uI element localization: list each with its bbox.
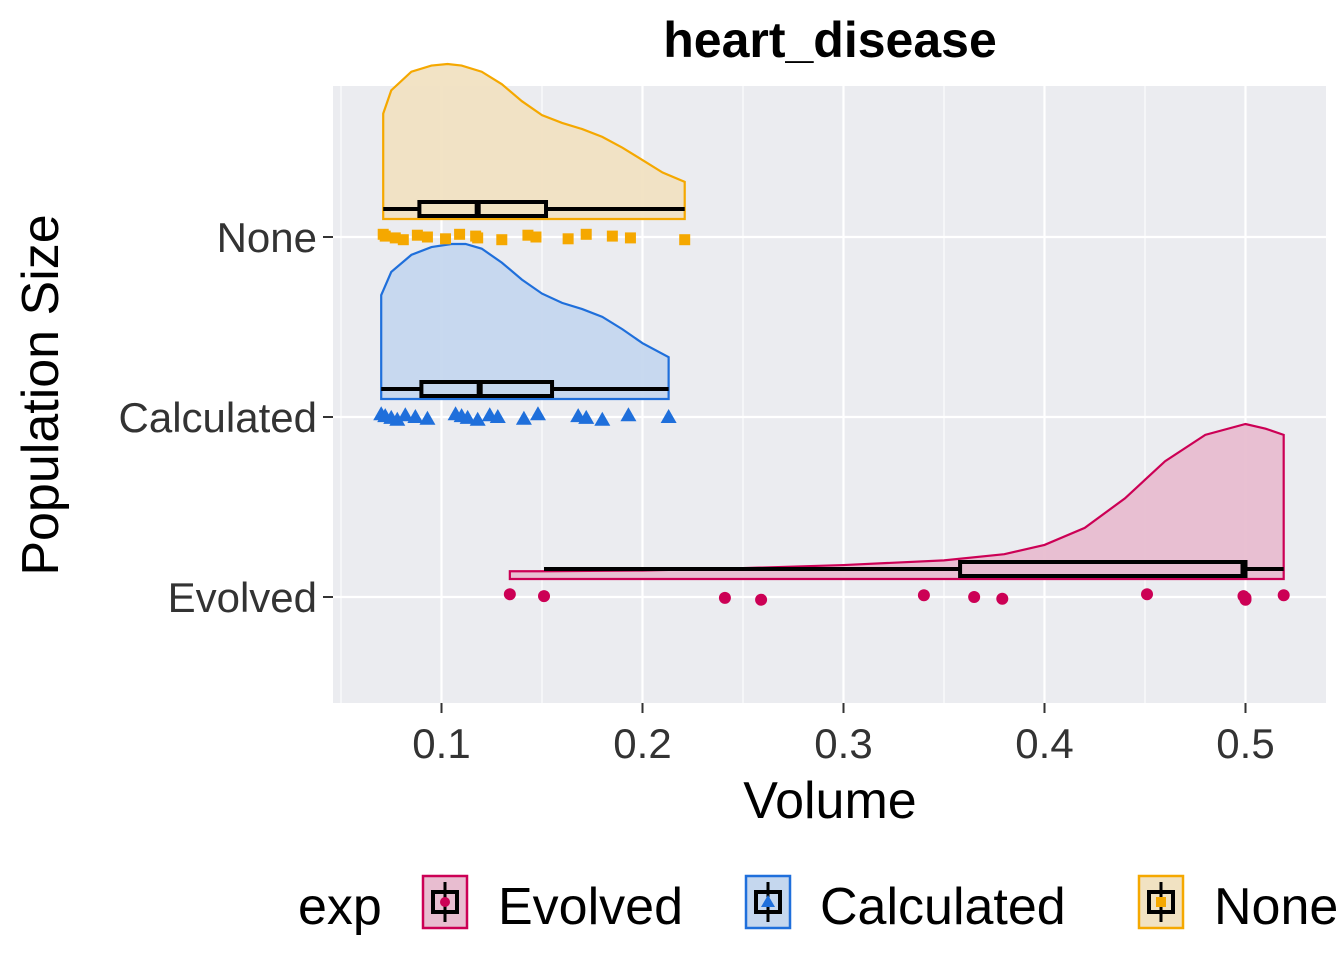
point-none <box>679 234 691 246</box>
raw-points <box>373 228 1290 606</box>
point-calculated <box>407 409 424 423</box>
legend-label-calculated: Calculated <box>820 878 1066 936</box>
legend-key-box <box>754 890 782 914</box>
chart-title: heart_disease <box>663 12 997 68</box>
legend-key-marker <box>1156 897 1166 907</box>
point-calculated <box>578 409 595 424</box>
point-evolved <box>968 591 981 603</box>
point-calculated <box>529 406 546 421</box>
point-evolved <box>1277 589 1290 602</box>
box-none <box>417 200 549 218</box>
point-calculated <box>660 409 677 423</box>
legend-key-marker <box>440 897 450 907</box>
legend-key-box <box>1147 890 1175 914</box>
point-none <box>397 234 409 246</box>
point-none <box>530 231 542 243</box>
point-none <box>562 233 574 245</box>
point-calculated <box>397 407 414 422</box>
point-evolved <box>538 590 551 603</box>
point-evolved <box>996 592 1009 605</box>
point-calculated <box>469 411 486 426</box>
point-evolved <box>718 591 731 604</box>
point-none <box>454 228 466 240</box>
point-none <box>624 232 636 244</box>
point-calculated <box>489 409 506 423</box>
y-tick-label: Evolved <box>168 574 317 621</box>
point-none <box>522 229 534 241</box>
point-evolved <box>917 589 930 602</box>
point-none <box>580 228 592 240</box>
y-tick-label: None <box>217 214 317 261</box>
point-none <box>496 234 508 246</box>
point-none <box>389 232 401 244</box>
x-tick-label: 0.1 <box>412 720 470 767</box>
boxplots <box>381 200 1284 578</box>
legend-title: exp <box>298 878 382 936</box>
point-none <box>606 230 618 242</box>
density-calculated <box>380 242 670 401</box>
point-calculated <box>459 409 476 424</box>
x-tick-label: 0.4 <box>1015 720 1073 767</box>
point-none <box>379 230 391 242</box>
point-none <box>472 232 484 244</box>
legend-key-box <box>431 890 459 914</box>
y-tick-label: Calculated <box>119 394 317 441</box>
legend: exp Evolved Calculated None <box>298 874 1338 936</box>
legend-key-marker <box>761 895 775 907</box>
point-calculated <box>620 407 637 422</box>
legend-label-evolved: Evolved <box>498 878 683 936</box>
point-evolved <box>1141 588 1154 601</box>
point-evolved <box>503 588 516 601</box>
x-tick-label: 0.3 <box>814 720 872 767</box>
point-evolved <box>755 593 768 606</box>
point-none <box>421 231 433 243</box>
x-tick-label: 0.2 <box>613 720 671 767</box>
point-calculated <box>515 410 532 425</box>
point-none <box>440 233 452 245</box>
point-calculated <box>594 411 611 426</box>
density-none <box>382 62 686 221</box>
x-axis-title: Volume <box>743 772 916 830</box>
x-tick-label: 0.5 <box>1216 720 1274 767</box>
point-none <box>411 229 423 241</box>
axes: Evolved Calculated None 0.1 0.2 0.3 0.4 0.5 <box>119 214 1275 767</box>
point-evolved <box>1239 593 1252 606</box>
point-calculated <box>389 411 406 426</box>
y-axis-title: Population Size <box>12 214 70 575</box>
box-calculated <box>419 380 555 398</box>
box-evolved <box>958 560 1248 578</box>
point-calculated <box>419 410 436 425</box>
legend-label-none: None <box>1214 878 1338 936</box>
